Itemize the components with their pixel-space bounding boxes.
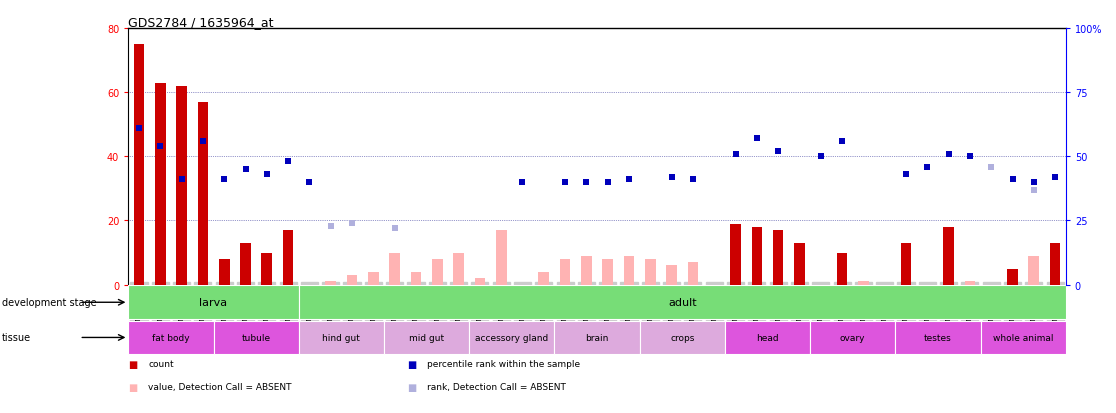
Bar <box>282 230 294 285</box>
Bar <box>555 321 639 354</box>
Bar <box>198 102 209 285</box>
Bar <box>730 224 741 285</box>
Bar <box>581 256 591 285</box>
Bar <box>155 83 165 285</box>
Bar <box>666 266 677 285</box>
Bar <box>687 263 699 285</box>
Text: value, Detection Call = ABSENT: value, Detection Call = ABSENT <box>148 382 292 391</box>
Bar <box>213 321 299 354</box>
Text: ■: ■ <box>407 359 416 369</box>
Text: tissue: tissue <box>2 332 31 343</box>
Bar <box>176 87 187 285</box>
Bar <box>347 275 357 285</box>
Text: ■: ■ <box>128 382 137 392</box>
Bar <box>645 259 656 285</box>
Text: crops: crops <box>670 333 694 342</box>
Text: ■: ■ <box>407 382 416 392</box>
Bar <box>299 286 1066 319</box>
Bar <box>1007 269 1018 285</box>
Text: GDS2784 / 1635964_at: GDS2784 / 1635964_at <box>128 16 273 29</box>
Bar <box>964 282 975 285</box>
Text: adult: adult <box>668 297 696 308</box>
Text: testes: testes <box>924 333 952 342</box>
Bar <box>772 230 783 285</box>
Bar <box>901 243 912 285</box>
Bar <box>261 253 272 285</box>
Bar <box>384 321 469 354</box>
Bar <box>837 253 847 285</box>
Bar <box>603 259 613 285</box>
Text: head: head <box>757 333 779 342</box>
Bar <box>639 321 725 354</box>
Bar <box>240 243 251 285</box>
Bar <box>539 272 549 285</box>
Bar <box>725 321 810 354</box>
Bar <box>795 243 805 285</box>
Bar <box>469 321 555 354</box>
Bar <box>219 259 230 285</box>
Text: tubule: tubule <box>241 333 271 342</box>
Text: rank, Detection Call = ABSENT: rank, Detection Call = ABSENT <box>427 382 566 391</box>
Bar <box>128 286 299 319</box>
Bar <box>453 253 464 285</box>
Bar <box>128 321 213 354</box>
Bar <box>299 321 384 354</box>
Bar <box>624 256 634 285</box>
Bar <box>810 321 895 354</box>
Bar <box>134 45 144 285</box>
Text: ■: ■ <box>128 359 137 369</box>
Text: whole animal: whole animal <box>993 333 1054 342</box>
Bar <box>981 321 1066 354</box>
Text: percentile rank within the sample: percentile rank within the sample <box>427 359 580 368</box>
Text: larva: larva <box>200 297 228 308</box>
Bar <box>560 259 570 285</box>
Bar <box>751 227 762 285</box>
Bar <box>474 278 485 285</box>
Bar <box>895 321 981 354</box>
Text: ovary: ovary <box>840 333 866 342</box>
Text: brain: brain <box>586 333 608 342</box>
Bar <box>1050 243 1060 285</box>
Bar <box>389 253 400 285</box>
Bar <box>943 227 954 285</box>
Bar <box>411 272 421 285</box>
Text: development stage: development stage <box>2 297 97 308</box>
Text: hind gut: hind gut <box>323 333 360 342</box>
Text: accessory gland: accessory gland <box>475 333 548 342</box>
Bar <box>858 282 868 285</box>
Text: count: count <box>148 359 174 368</box>
Bar <box>326 282 336 285</box>
Bar <box>496 230 507 285</box>
Text: fat body: fat body <box>152 333 190 342</box>
Bar <box>368 272 378 285</box>
Bar <box>432 259 443 285</box>
Bar <box>1029 256 1039 285</box>
Text: mid gut: mid gut <box>410 333 444 342</box>
